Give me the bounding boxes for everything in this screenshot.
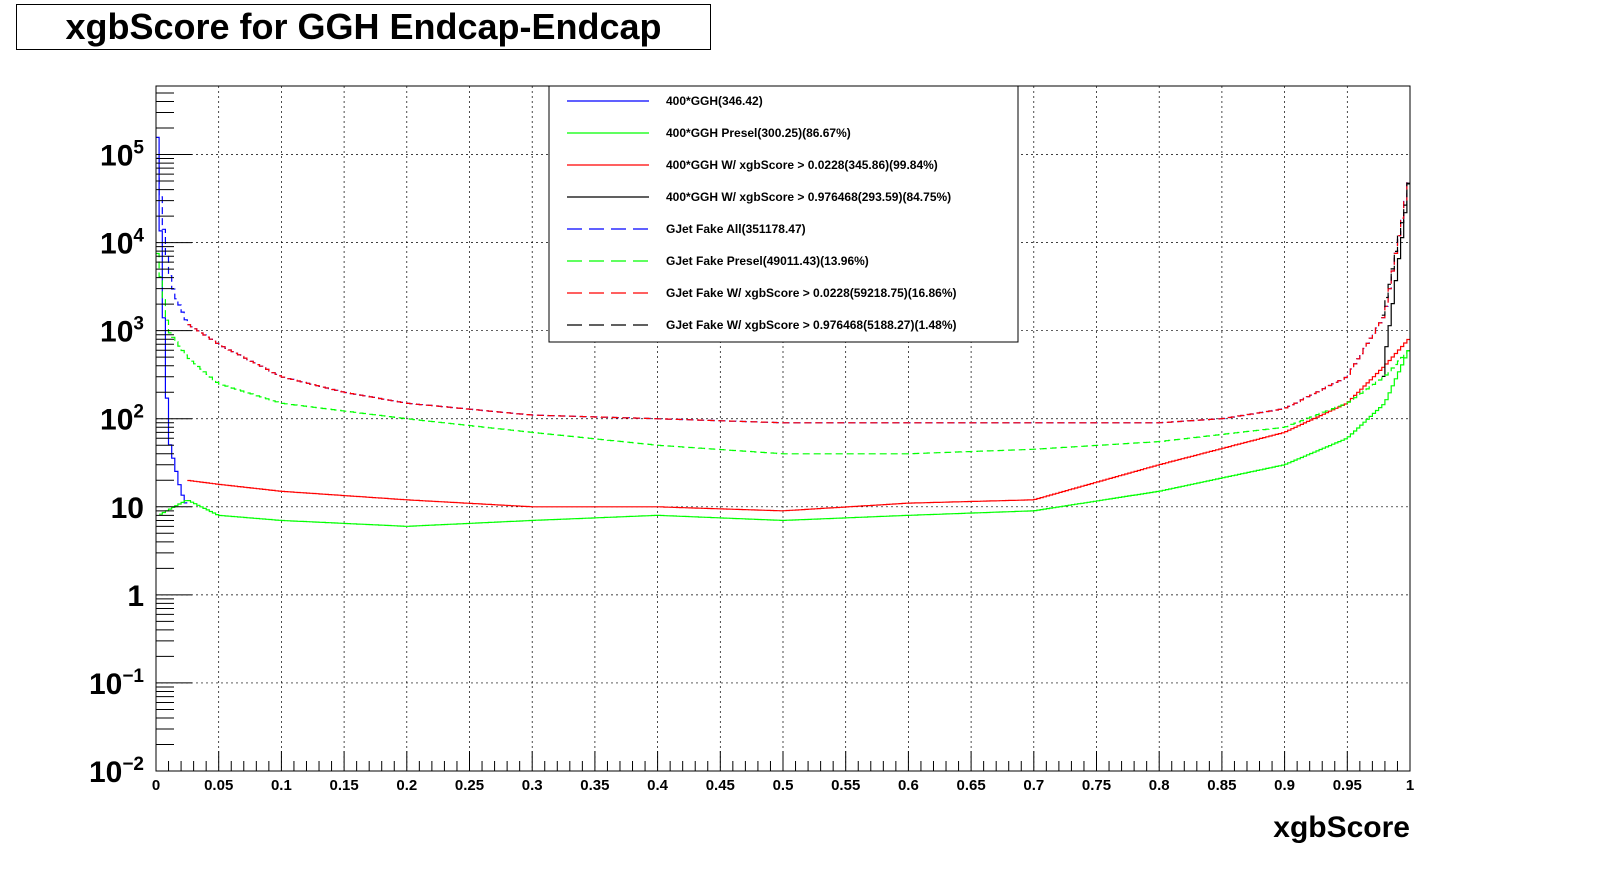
x-tick-label: 1 — [1406, 777, 1414, 794]
x-tick-label: 0.6 — [898, 777, 919, 794]
series-line-3 — [187, 338, 1410, 512]
x-tick-label: 0.9 — [1274, 777, 1295, 794]
x-tick-label: 0.1 — [271, 777, 292, 794]
x-tick-label: 0.05 — [204, 777, 233, 794]
y-tick-label: 10−1 — [89, 666, 144, 701]
chart-title: xgbScore for GGH Endcap-Endcap — [65, 6, 662, 47]
legend-entry: 400*GGH W/ xgbScore > 0.0228(345.86)(99.… — [666, 158, 938, 172]
x-tick-label: 0.8 — [1149, 777, 1170, 794]
series-line-8 — [1381, 182, 1410, 316]
x-tick-label: 0.55 — [831, 777, 860, 794]
x-tick-label: 0 — [152, 777, 160, 794]
legend: 400*GGH(346.42) 400*GGH Presel(300.25)(86… — [548, 85, 1019, 343]
axis-labels: 0 0.05 0.1 0.15 0.2 0.25 0.3 0.35 0.4 0.45 0.5 0.55… — [89, 138, 1414, 844]
x-tick-label: 0.65 — [956, 777, 985, 794]
series-line-2 — [159, 350, 1410, 527]
y-tick-label: 104 — [100, 226, 144, 261]
axis-ticks — [155, 85, 1411, 772]
x-tick-label: 0.35 — [580, 777, 609, 794]
series-line-4 — [1381, 183, 1410, 377]
x-tick-label: 0.5 — [773, 777, 794, 794]
y-tick-label: 105 — [100, 138, 144, 173]
x-tick-label: 0.95 — [1333, 777, 1362, 794]
x-tick-label: 0.75 — [1082, 777, 1111, 794]
series-line-7 — [187, 182, 1410, 424]
x-tick-label: 0.7 — [1023, 777, 1044, 794]
legend-entry: 400*GGH Presel(300.25)(86.67%) — [666, 126, 851, 140]
x-tick-label: 0.25 — [455, 777, 484, 794]
chart-title-box: xgbScore for GGH Endcap-Endcap — [16, 4, 711, 50]
x-tick-label: 0.2 — [396, 777, 417, 794]
legend-entry: GJet Fake Presel(49011.43)(13.96%) — [666, 254, 869, 268]
x-tick-label: 0.85 — [1207, 777, 1236, 794]
legend-box — [548, 85, 1019, 343]
x-tick-label: 0.15 — [329, 777, 358, 794]
x-tick-label: 0.4 — [647, 777, 669, 794]
y-tick-label: 10−2 — [89, 754, 144, 789]
legend-entry: 400*GGH(346.42) — [666, 94, 763, 108]
y-tick-label: 102 — [100, 402, 144, 437]
y-tick-label: 103 — [100, 314, 144, 349]
series-group — [156, 136, 1410, 527]
legend-entry: GJet Fake W/ xgbScore > 0.976468(5188.27… — [666, 318, 957, 332]
legend-entry: 400*GGH W/ xgbScore > 0.976468(293.59)(8… — [666, 190, 951, 204]
x-tick-label: 0.3 — [522, 777, 543, 794]
legend-entry: GJet Fake All(351178.47) — [666, 222, 806, 236]
x-tick-label: 0.45 — [706, 777, 735, 794]
y-tick-label: 10 — [111, 492, 144, 525]
x-axis-title: xgbScore — [1273, 811, 1410, 844]
legend-entry: GJet Fake W/ xgbScore > 0.0228(59218.75)… — [666, 286, 957, 300]
series-line-6 — [156, 252, 1410, 455]
series-line-1 — [156, 136, 188, 504]
y-tick-label: 1 — [127, 580, 144, 613]
